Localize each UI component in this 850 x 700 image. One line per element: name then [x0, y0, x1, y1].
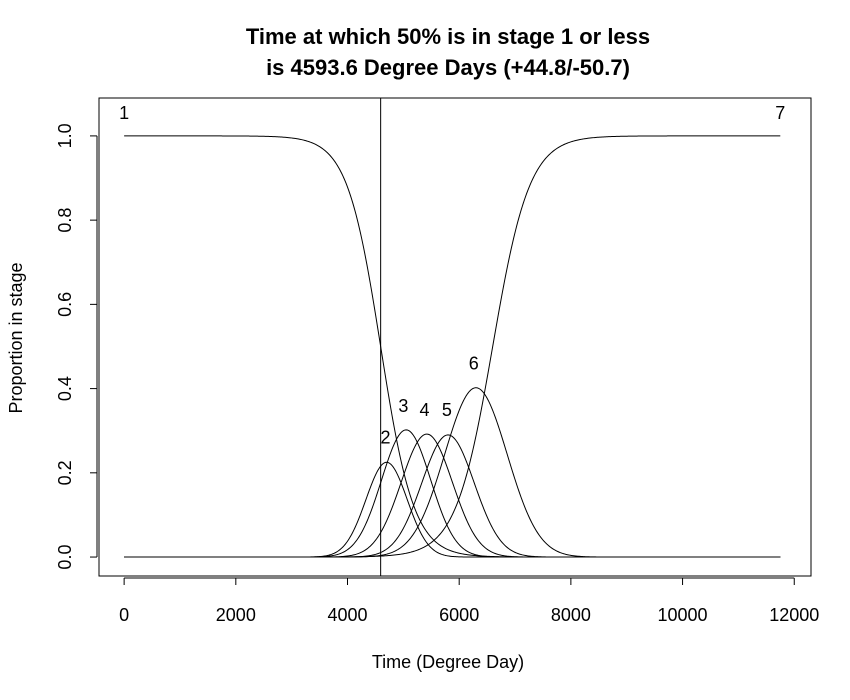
series-line-stage-4	[124, 433, 781, 558]
chart-title-line2: is 4593.6 Degree Days (+44.8/-50.7)	[266, 55, 630, 80]
x-tick-label: 8000	[551, 605, 591, 625]
x-tick-label: 4000	[327, 605, 367, 625]
stage-label: 1	[119, 103, 129, 123]
x-axis: 0 2000 4000 6000 8000 10000 12000	[119, 577, 819, 625]
stage-label: 3	[398, 396, 408, 416]
stage-labels: 1 23 4 5 6 7	[119, 103, 785, 447]
stage-label: 2	[380, 427, 390, 447]
series-line-stage-1	[124, 135, 781, 558]
x-axis-label: Time (Degree Day)	[372, 652, 524, 672]
y-tick-label: 0.8	[55, 208, 75, 233]
stage-label: 4	[420, 400, 430, 420]
stage-label: 6	[469, 354, 479, 374]
stage-label: 5	[442, 400, 452, 420]
y-axis: 0.0 0.2 0.4 0.6 0.8 1.0	[55, 123, 98, 570]
y-tick-label: 0.2	[55, 460, 75, 485]
series-line-stage-3	[124, 429, 781, 558]
chart-title-line1: Time at which 50% is in stage 1 or less	[246, 24, 650, 49]
x-tick-label: 0	[119, 605, 129, 625]
y-tick-label: 0.6	[55, 292, 75, 317]
y-tick-label: 1.0	[55, 123, 75, 148]
y-tick-label: 0.4	[55, 376, 75, 401]
plot-frame	[98, 97, 812, 577]
x-tick-label: 10000	[658, 605, 708, 625]
series-line-stage-7	[124, 135, 781, 558]
stage-label: 7	[775, 103, 785, 123]
x-tick-label: 2000	[216, 605, 256, 625]
series-line-stage-2	[124, 461, 781, 558]
series-lines	[124, 98, 781, 576]
y-tick-label: 0.0	[55, 545, 75, 570]
series-line-stage-5	[124, 434, 781, 558]
x-tick-label: 6000	[439, 605, 479, 625]
y-axis-label: Proportion in stage	[6, 262, 26, 413]
series-line-stage-6	[124, 387, 781, 558]
x-tick-label: 12000	[769, 605, 819, 625]
